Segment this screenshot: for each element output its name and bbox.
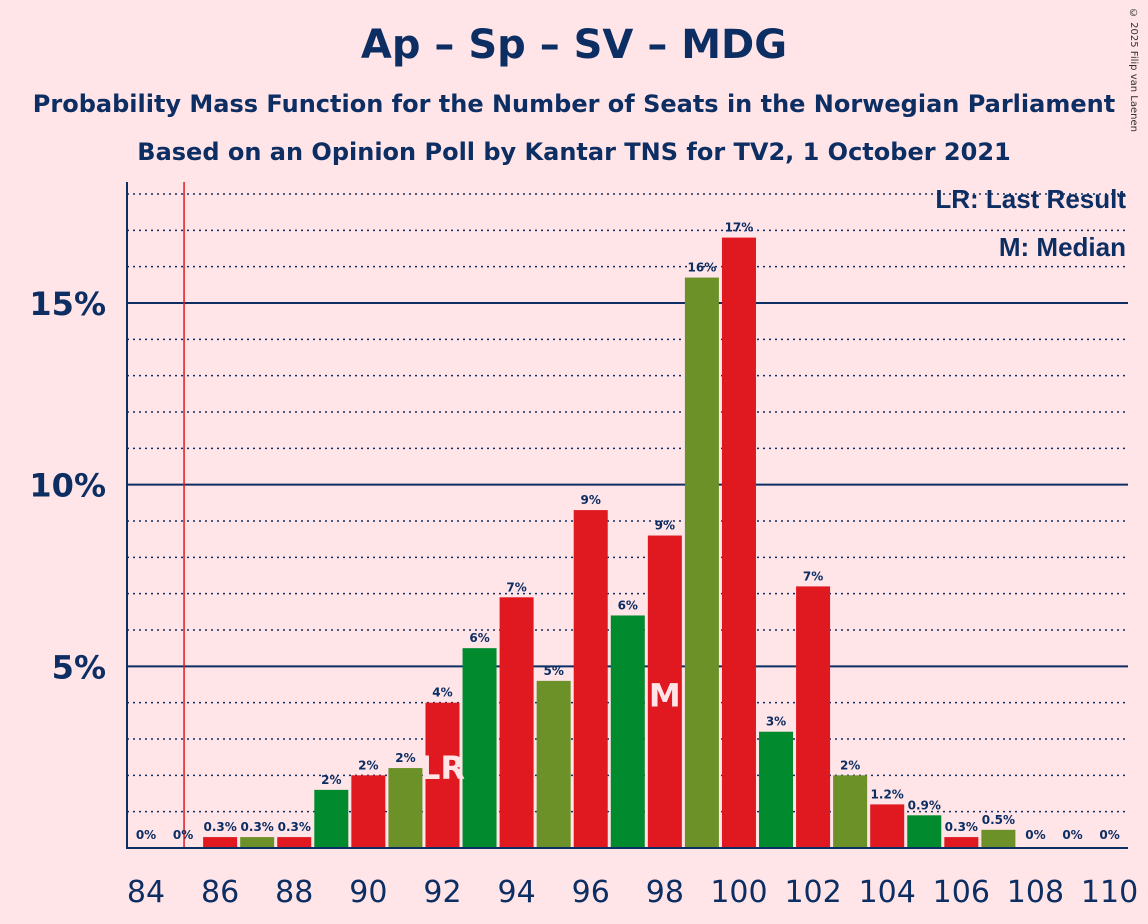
x-tick-label: 108 <box>1007 875 1064 910</box>
chart-title: Ap – Sp – SV – MDG <box>360 22 788 68</box>
data-label: 0.3% <box>241 820 274 834</box>
data-label: 9% <box>655 519 675 533</box>
data-label: 0.3% <box>945 820 978 834</box>
x-tick-label: 104 <box>859 875 916 910</box>
x-tick-label: 106 <box>933 875 990 910</box>
bar <box>277 837 312 848</box>
data-label: 0% <box>1062 828 1082 842</box>
x-tick-label: 100 <box>710 875 767 910</box>
bar <box>203 837 238 848</box>
bar <box>759 731 794 848</box>
y-tick-label: 10% <box>29 467 106 505</box>
grid-lines <box>127 182 1128 848</box>
y-tick-label: 15% <box>29 285 106 323</box>
bar <box>610 615 645 848</box>
bar <box>870 804 905 848</box>
x-tick-label: 98 <box>646 875 684 910</box>
chart-subtitle: Probability Mass Function for the Number… <box>32 90 1116 118</box>
bar <box>796 586 831 848</box>
legend-last-result: LR: Last Result <box>935 184 1126 214</box>
bar <box>388 768 423 848</box>
data-label: 0.9% <box>908 798 941 812</box>
bar <box>573 510 608 848</box>
data-label: 2% <box>358 758 378 772</box>
data-label: 7% <box>803 569 823 583</box>
axes: 5% 10% 15% 84 86 88 90 92 94 96 98 100 102 104 106 108 1… <box>29 182 1138 910</box>
data-label: 3% <box>766 715 786 729</box>
x-tick-label: 110 <box>1081 875 1138 910</box>
x-tick-label: 96 <box>572 875 610 910</box>
data-label: 6% <box>469 631 489 645</box>
median-marker: M <box>649 676 681 714</box>
bar <box>499 597 534 848</box>
bar <box>721 237 756 849</box>
data-label: 4% <box>432 686 452 700</box>
data-label: 0.3% <box>278 820 311 834</box>
data-label: 16% <box>688 261 717 275</box>
data-label: 0.3% <box>203 820 236 834</box>
y-tick-label: 5% <box>52 648 106 686</box>
bar <box>240 837 275 848</box>
x-tick-label: 90 <box>349 875 387 910</box>
x-tick-label: 92 <box>423 875 461 910</box>
data-label: 0% <box>173 828 193 842</box>
last-result-marker: LR <box>420 749 465 787</box>
data-label: 6% <box>618 598 638 612</box>
data-label: 17% <box>725 221 754 235</box>
bar <box>462 648 497 848</box>
data-label: 1.2% <box>871 787 904 801</box>
data-label: 0% <box>1025 828 1045 842</box>
data-label: 0.5% <box>982 813 1015 827</box>
x-tick-label: 102 <box>784 875 841 910</box>
data-label: 0% <box>136 828 156 842</box>
data-label: 2% <box>321 773 341 787</box>
bar <box>314 789 349 848</box>
bar <box>536 680 571 848</box>
bar <box>907 815 942 848</box>
copyright-notice: © 2025 Filip van Laenen <box>1128 8 1139 132</box>
data-label: 2% <box>840 758 860 772</box>
bar <box>425 702 460 848</box>
bar <box>351 775 386 848</box>
bar <box>647 535 682 848</box>
data-label: 0% <box>1099 828 1119 842</box>
data-label: 9% <box>581 493 601 507</box>
data-label: 5% <box>543 664 563 678</box>
x-tick-label: 84 <box>127 875 165 910</box>
x-tick-label: 94 <box>498 875 536 910</box>
x-tick-label: 88 <box>275 875 313 910</box>
bars: 0% 0% 0.3% 0.3% 0.3% 2% 2% 2% 4% 6% 7% 5% 9% 6% 9% 16% 1… <box>136 221 1120 849</box>
chart-source: Based on an Opinion Poll by Kantar TNS f… <box>137 138 1011 166</box>
bar <box>981 829 1016 848</box>
bar <box>944 837 979 848</box>
data-label: 2% <box>395 751 415 765</box>
bar <box>684 277 719 849</box>
legend-median: M: Median <box>998 232 1126 262</box>
x-tick-label: 86 <box>201 875 239 910</box>
bar <box>833 775 868 848</box>
data-label: 7% <box>506 580 526 594</box>
